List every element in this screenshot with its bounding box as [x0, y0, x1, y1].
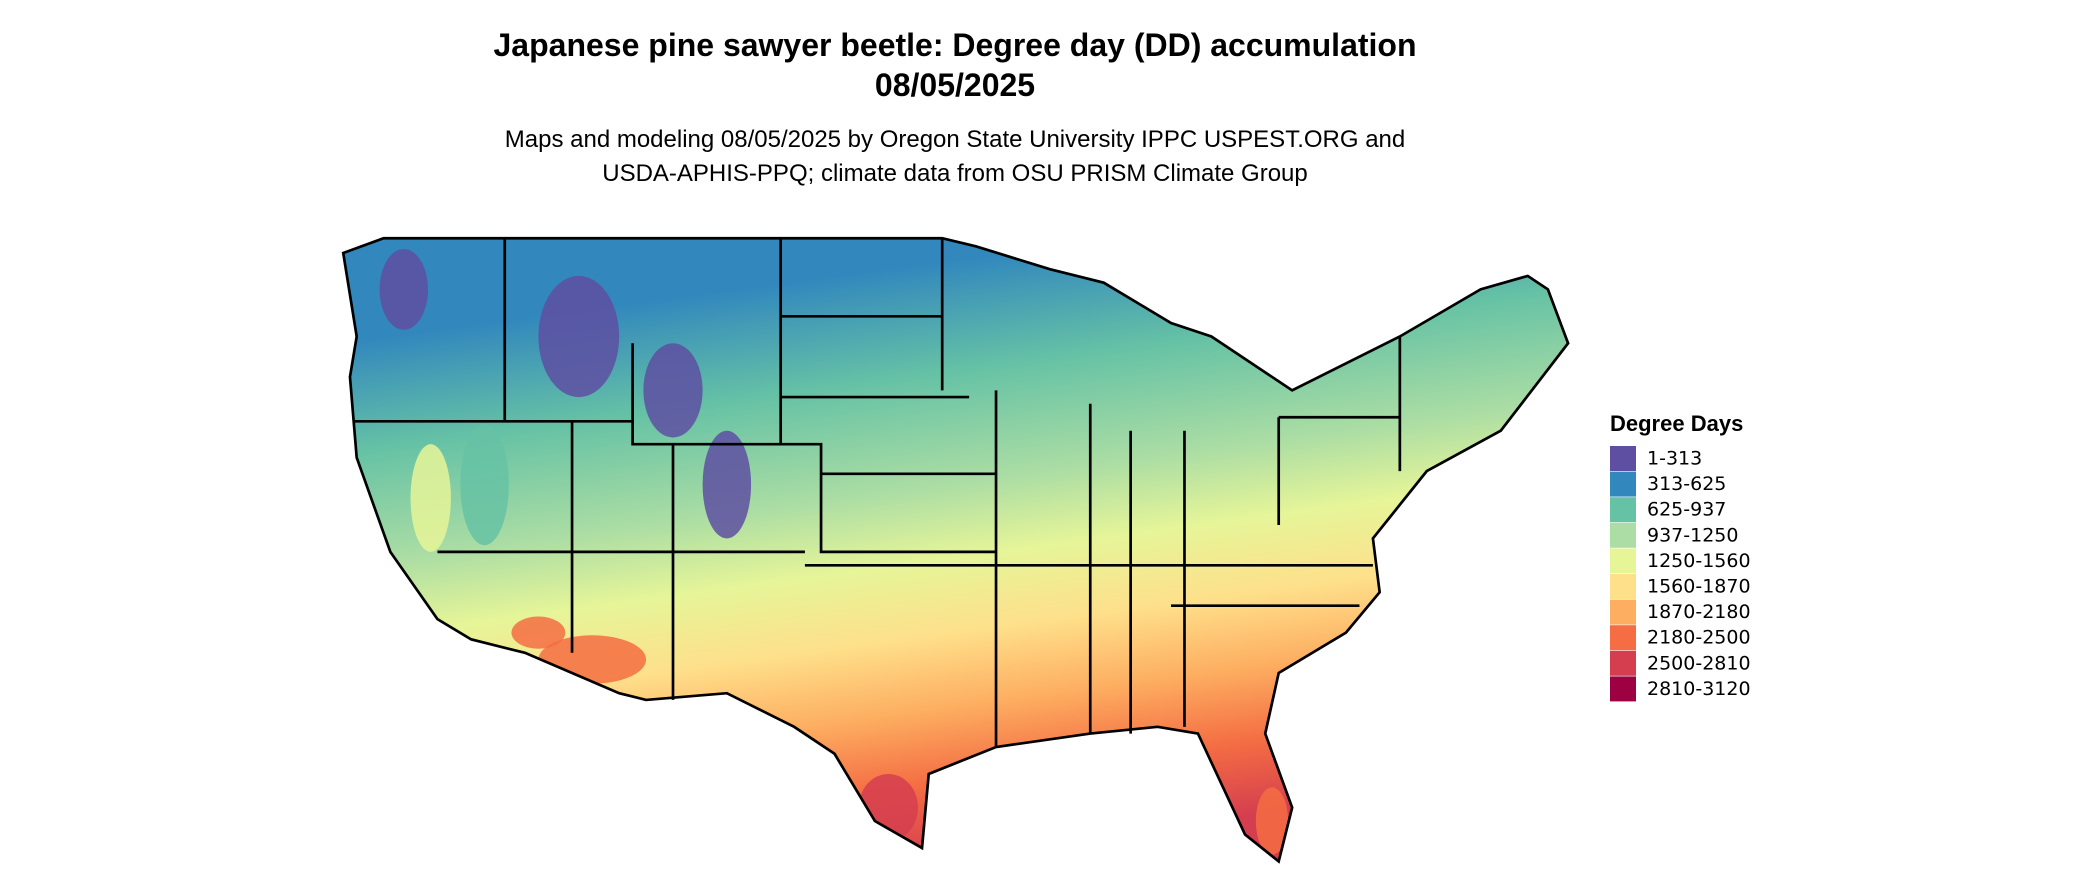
legend-label: 1870-2180 [1647, 601, 1751, 623]
legend: 1-313 313-625 625-937 937-1250 1250-1560 1560… [1610, 446, 1751, 702]
map-subtitle: USDA-APHIS-PPQ; climate data from OSU PR… [602, 160, 1308, 187]
map-title: Japanese pine sawyer beetle: Degree day … [494, 27, 1417, 63]
legend-label: 2500-2810 [1647, 652, 1751, 674]
raster-patch [379, 249, 429, 330]
legend-title: Degree Days [1610, 411, 1743, 436]
state-lines [352, 238, 1402, 748]
legend-swatch [1610, 650, 1636, 676]
legend-swatch [1610, 625, 1636, 651]
legend-label: 937-1250 [1647, 524, 1738, 546]
map-subtitle: Maps and modeling 08/05/2025 by Oregon S… [505, 126, 1405, 153]
legend-label: 1560-1870 [1647, 576, 1751, 598]
raster-patch [511, 616, 566, 649]
raster-patch [702, 430, 752, 539]
legend-label: 313-625 [1647, 473, 1726, 495]
legend-label: 2180-2500 [1647, 627, 1751, 649]
raster-patch [1255, 787, 1289, 855]
legend-swatch [1610, 497, 1636, 523]
raster-patch [643, 343, 703, 438]
legend-swatch [1610, 676, 1636, 702]
state-borders [341, 236, 1570, 864]
map-title-date: 08/05/2025 [875, 67, 1035, 103]
legend-swatch [1610, 446, 1636, 471]
legend-label: 2810-3120 [1647, 678, 1751, 700]
legend-swatch [1610, 522, 1636, 548]
raster-patch [538, 275, 620, 398]
degree-day-raster [343, 238, 1569, 862]
legend-label: 625-937 [1647, 499, 1726, 521]
legend-swatch [1610, 548, 1636, 574]
legend-swatch [1610, 471, 1636, 497]
legend-label: 1250-1560 [1647, 550, 1751, 572]
raster-fill [343, 238, 1569, 862]
us-outline [341, 236, 1570, 864]
raster-patch [410, 444, 451, 552]
raster-patch [460, 423, 509, 546]
legend-label: 1-313 [1647, 448, 1702, 470]
legend-swatch [1610, 574, 1636, 599]
legend-swatch [1610, 599, 1636, 625]
